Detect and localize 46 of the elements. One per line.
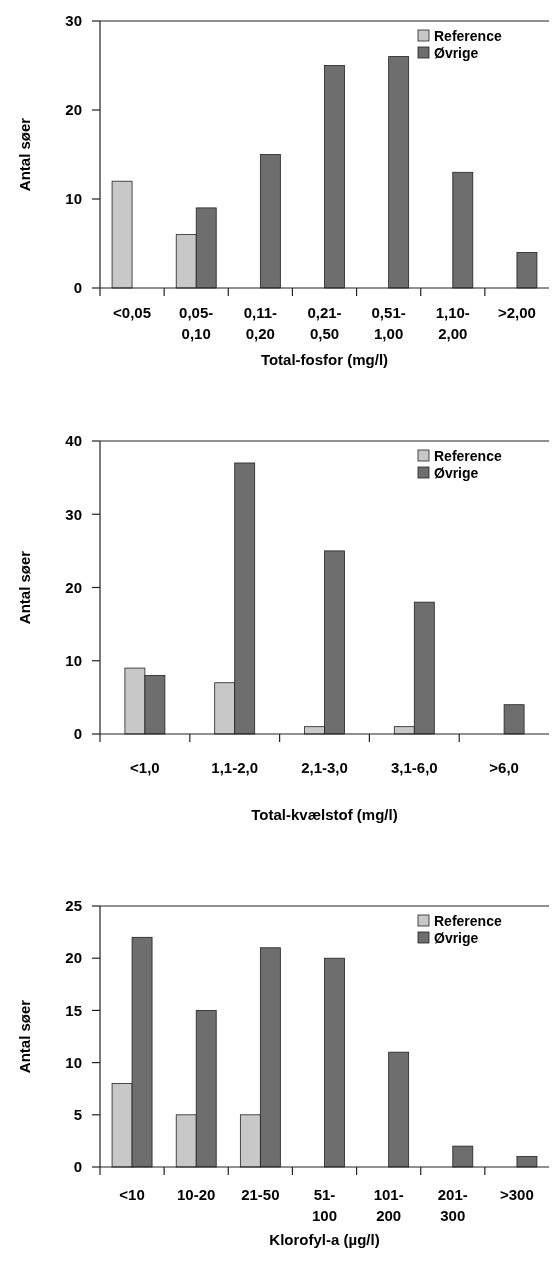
y-tick-label: 5	[73, 1106, 82, 1124]
x-tick-label: <0,05	[113, 304, 152, 321]
y-axis-title: Antal søer	[16, 117, 33, 192]
x-tick-label: <10	[119, 1186, 145, 1203]
x-tick-label: >6,0	[489, 759, 519, 776]
y-tick-label: 0	[73, 1158, 82, 1176]
legend-label: Reference	[434, 27, 502, 44]
x-axis-title: Total-kvælstof (mg/l)	[251, 806, 398, 823]
y-tick-label: 20	[65, 578, 82, 596]
y-tick-label: 40	[65, 432, 82, 450]
x-tick-label: 101-200	[373, 1186, 404, 1224]
y-tick-label: 20	[65, 101, 82, 119]
x-tick-label: <1,0	[130, 759, 160, 776]
legend-label: Reference	[434, 912, 502, 929]
x-tick-label: >2,00	[497, 304, 536, 321]
y-tick-label: 0	[73, 725, 82, 743]
y-tick-label: 25	[65, 897, 82, 915]
x-tick-label: 0,11-0,20	[243, 304, 278, 342]
legend-label: Øvrige	[434, 929, 479, 946]
y-tick-label: 10	[65, 1053, 82, 1071]
x-tick-label: 21-50	[241, 1186, 280, 1203]
x-tick-label: 1,1-2,0	[211, 759, 259, 776]
x-tick-label: 1,10-2,00	[435, 304, 470, 342]
y-tick-label: 15	[65, 1001, 82, 1019]
x-tick-label: 51-100	[311, 1186, 338, 1224]
y-tick-label: 30	[65, 12, 82, 30]
y-axis-title: Antal søer	[16, 550, 33, 625]
y-tick-label: 30	[65, 505, 82, 523]
x-axis-title: Total-fosfor (mg/l)	[260, 351, 389, 368]
legend-label: Øvrige	[434, 464, 479, 481]
y-tick-label: 20	[65, 949, 82, 967]
x-tick-label: 0,21-0,50	[307, 304, 342, 342]
legend-label: Øvrige	[434, 44, 479, 61]
y-tick-label: 10	[65, 190, 82, 208]
y-axis-title: Antal søer	[16, 999, 33, 1074]
x-axis-title: Klorofyl-a (µg/l)	[269, 1231, 380, 1248]
y-tick-label: 10	[65, 652, 82, 669]
x-tick-label: 10-20	[177, 1186, 216, 1203]
x-tick-label: 3,1-6,0	[390, 759, 438, 776]
x-tick-label: 2,1-3,0	[301, 759, 348, 776]
legend-label: Reference	[434, 447, 502, 464]
x-tick-label: 201-300	[437, 1186, 468, 1224]
y-tick-label: 0	[73, 279, 82, 297]
x-tick-label: 0,05-0,10	[179, 304, 214, 342]
x-tick-label: >300	[500, 1186, 534, 1203]
x-tick-label: 0,51-1,00	[371, 304, 406, 342]
